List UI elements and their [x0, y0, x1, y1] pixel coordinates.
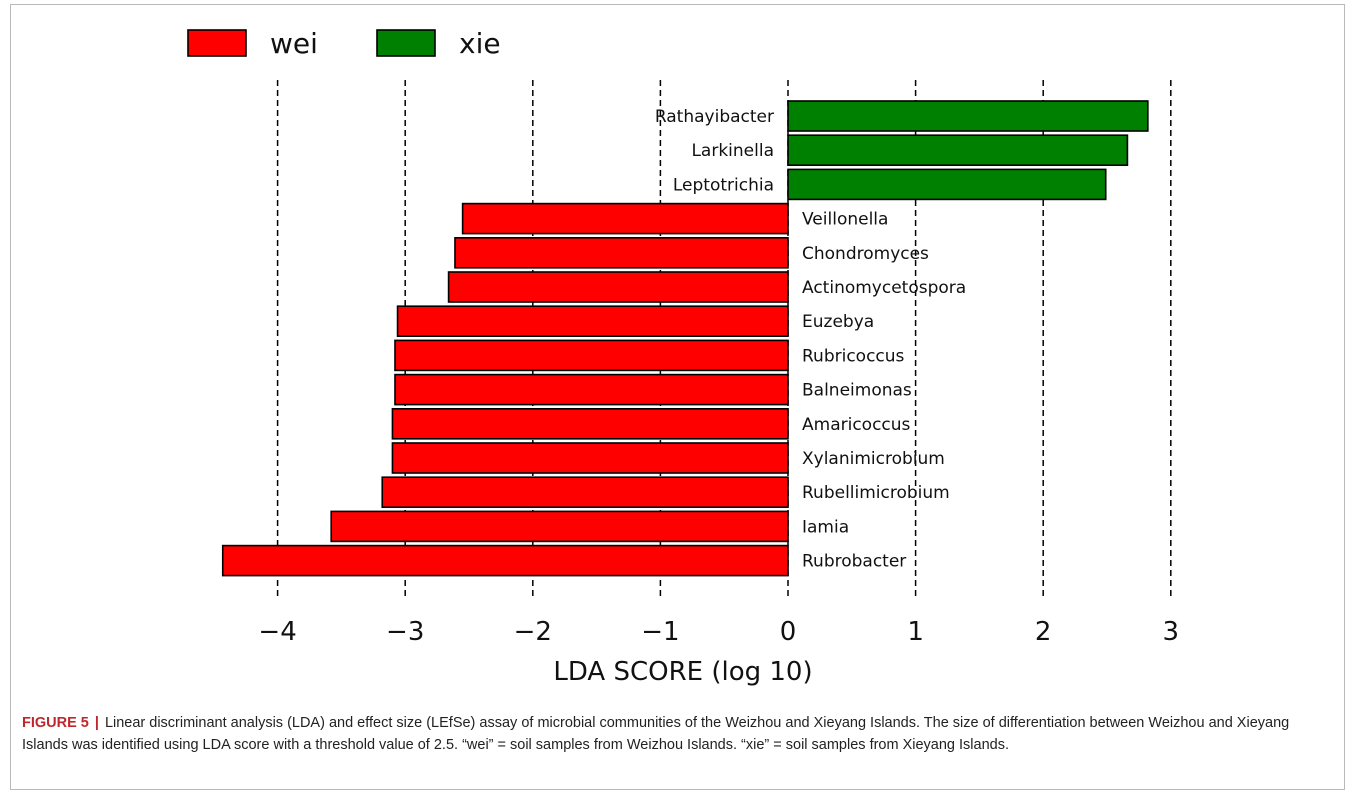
- figure-caption: FIGURE 5 | Linear discriminant analysis (L…: [22, 712, 1332, 756]
- category-label: Balneimonas: [802, 381, 912, 401]
- x-tick-label: 1: [907, 617, 924, 647]
- bar-larkinella: [787, 134, 1129, 166]
- x-tick-label: −4: [258, 617, 296, 647]
- x-tick-label: −1: [641, 617, 679, 647]
- category-label: Rubrobacter: [802, 552, 906, 572]
- figure-label: FIGURE 5: [22, 715, 89, 731]
- category-label: Leptotrichia: [673, 175, 774, 195]
- bar-chondromyces: [454, 237, 789, 269]
- legend-swatch-wei: [187, 29, 247, 57]
- category-label: Actinomycetospora: [802, 278, 966, 298]
- bar-rubellimicrobium: [381, 476, 789, 509]
- legend-label-xie: xie: [459, 27, 501, 60]
- bar-balneimonas: [394, 373, 789, 406]
- category-label: Rubellimicrobium: [802, 483, 950, 503]
- x-tick-label: 0: [780, 617, 797, 647]
- lda-bar-chart: Rathayibacter Larkinella Leptotrichia Veill…: [187, 27, 1180, 687]
- bar-veillonella: [461, 202, 789, 235]
- x-axis-label: LDA SCORE (log 10): [553, 657, 812, 687]
- category-label: Euzebya: [802, 312, 874, 332]
- bar-rubricoccus: [394, 339, 789, 372]
- x-tick-label: −3: [386, 617, 424, 647]
- category-label: Rubricoccus: [802, 346, 905, 366]
- bar-leptotrichia: [787, 168, 1107, 201]
- caption-text: Linear discriminant analysis (LDA) and e…: [22, 715, 1290, 753]
- bar-euzebya: [396, 305, 789, 338]
- category-label: Veillonella: [802, 210, 888, 230]
- category-label: Xylanimicrobium: [802, 449, 945, 469]
- bar-actinomycetospora: [447, 271, 789, 303]
- legend-label-wei: wei: [270, 27, 318, 60]
- x-tick-label: 3: [1163, 617, 1180, 647]
- category-label: Larkinella: [691, 141, 774, 161]
- bar-xylanimicrobium: [391, 442, 789, 474]
- x-tick-label: −2: [514, 617, 552, 647]
- legend-swatch-xie: [376, 29, 436, 57]
- category-label: Chondromyces: [802, 244, 929, 264]
- bar-rubrobacter: [221, 544, 789, 577]
- caption-separator: |: [94, 715, 99, 731]
- category-label: Rathayibacter: [655, 107, 774, 127]
- bar-rathayibacter: [787, 100, 1149, 132]
- bar-amaricoccus: [391, 407, 789, 440]
- x-tick-label: 2: [1035, 617, 1052, 647]
- category-label: Amaricoccus: [802, 415, 911, 435]
- category-label: Iamia: [802, 517, 849, 537]
- bar-iamia: [330, 510, 789, 543]
